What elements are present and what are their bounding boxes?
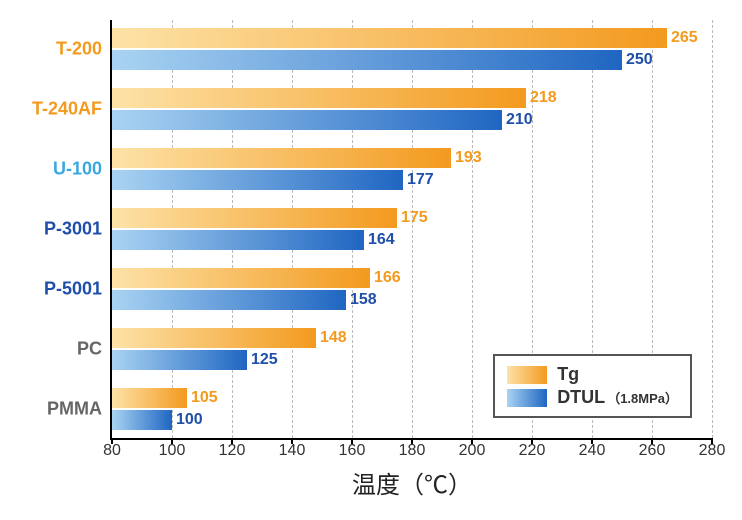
category-label: T-200 [12, 39, 102, 60]
bar-value-label: 164 [364, 231, 395, 249]
x-tick-label: 140 [279, 442, 306, 460]
bar-dtul: 100 [112, 410, 172, 430]
bar-value-label: 265 [667, 29, 698, 47]
grid-line [352, 20, 353, 438]
grid-line [292, 20, 293, 438]
bar-value-label: 250 [622, 51, 653, 69]
category-label: T-240AF [12, 99, 102, 120]
x-tick-label: 80 [103, 442, 121, 460]
bar-dtul: 125 [112, 350, 247, 370]
bar-tg: 148 [112, 328, 316, 348]
bar-tg: 175 [112, 208, 397, 228]
x-tick-label: 200 [459, 442, 486, 460]
x-tick-label: 240 [579, 442, 606, 460]
bar-value-label: 193 [451, 149, 482, 167]
bar-value-label: 210 [502, 111, 533, 129]
x-tick-label: 260 [639, 442, 666, 460]
category-label: PMMA [12, 399, 102, 420]
bar-dtul: 164 [112, 230, 364, 250]
x-tick-label: 100 [159, 442, 186, 460]
bar-value-label: 158 [346, 291, 377, 309]
legend-swatch [507, 389, 547, 407]
legend-row: Tg [507, 364, 678, 385]
chart-container: 温度（℃） 80 100 120 140 160 180 200 220 240 260 280 T-… [0, 0, 742, 520]
x-tick-label: 180 [399, 442, 426, 460]
grid-line [712, 20, 713, 438]
bar-tg: 218 [112, 88, 526, 108]
category-label: P-5001 [12, 279, 102, 300]
bar-value-label: 175 [397, 209, 428, 227]
bar-tg: 265 [112, 28, 667, 48]
category-label: P-3001 [12, 219, 102, 240]
category-label: PC [12, 339, 102, 360]
legend-sublabel: （1.8MPa） [607, 388, 678, 407]
x-tick-label: 160 [339, 442, 366, 460]
plot-area: 温度（℃） 80100120140160180200220240260280T-… [110, 20, 712, 440]
bar-value-label: 218 [526, 89, 557, 107]
x-tick-label: 220 [519, 442, 546, 460]
x-tick-label: 280 [699, 442, 726, 460]
bar-value-label: 100 [172, 411, 203, 429]
legend-swatch [507, 366, 547, 384]
category-label: U-100 [12, 159, 102, 180]
grid-line [172, 20, 173, 438]
grid-line [412, 20, 413, 438]
bar-tg: 193 [112, 148, 451, 168]
legend-row: DTUL（1.8MPa） [507, 387, 678, 408]
bar-dtul: 210 [112, 110, 502, 130]
grid-line [232, 20, 233, 438]
bar-tg: 166 [112, 268, 370, 288]
legend: TgDTUL（1.8MPa） [493, 354, 692, 418]
legend-label: Tg [557, 364, 579, 385]
bar-value-label: 177 [403, 171, 434, 189]
legend-label: DTUL [557, 387, 605, 408]
bar-dtul: 158 [112, 290, 346, 310]
bar-tg: 105 [112, 388, 187, 408]
bar-dtul: 177 [112, 170, 403, 190]
bar-value-label: 125 [247, 351, 278, 369]
x-tick-label: 120 [219, 442, 246, 460]
bar-dtul: 250 [112, 50, 622, 70]
bar-value-label: 105 [187, 389, 218, 407]
bar-value-label: 166 [370, 269, 401, 287]
grid-line [472, 20, 473, 438]
x-axis-title: 温度（℃） [352, 465, 472, 500]
bar-value-label: 148 [316, 329, 347, 347]
